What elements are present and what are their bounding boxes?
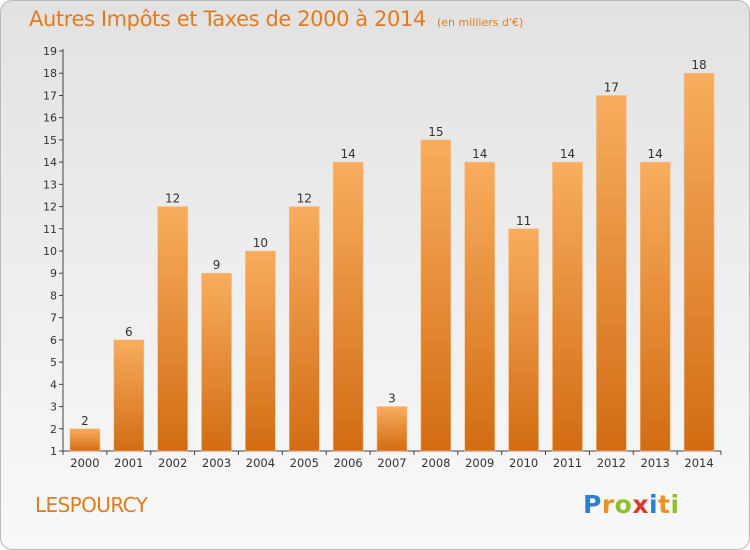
- bar-2006: [332, 161, 364, 452]
- y-tick-label: 13: [43, 178, 57, 191]
- bar-2001: [113, 339, 145, 452]
- data-label-2013: 14: [648, 147, 663, 161]
- chart-title-row: Autres Impôts et Taxes de 2000 à 2014 (e…: [29, 7, 523, 31]
- bar-2009: [464, 161, 496, 452]
- y-tick-label: 9: [50, 267, 57, 280]
- y-tick-label: 18: [43, 67, 57, 80]
- data-label-2000: 2: [81, 414, 89, 428]
- x-tick-label-2003: 2003: [202, 456, 231, 470]
- data-label-2002: 12: [165, 192, 180, 206]
- logo-letter: t: [658, 490, 671, 519]
- x-tick-label-2000: 2000: [70, 456, 99, 470]
- data-label-2004: 10: [253, 236, 268, 250]
- bar-2011: [552, 161, 583, 452]
- y-tick-label: 4: [50, 378, 57, 391]
- data-label-2006: 14: [340, 147, 355, 161]
- bar-2012: [596, 95, 627, 452]
- x-tick-label-2010: 2010: [509, 456, 538, 470]
- bar-2005: [288, 206, 320, 452]
- data-label-2008: 15: [428, 125, 443, 139]
- y-tick-label: 7: [50, 312, 57, 325]
- x-tick-label-2009: 2009: [465, 456, 494, 470]
- data-label-2010: 11: [516, 214, 531, 228]
- y-tick-label: 10: [43, 245, 57, 258]
- logo-letter: P: [583, 490, 602, 519]
- x-tick-label-2001: 2001: [114, 456, 143, 470]
- bar-2000: [69, 428, 101, 452]
- data-label-2011: 14: [560, 147, 575, 161]
- y-tick-label: 2: [50, 423, 57, 436]
- y-tick-label: 15: [43, 134, 57, 147]
- bar-2007: [376, 406, 408, 452]
- y-tick-label: 16: [43, 112, 57, 125]
- logo-letter: x: [632, 490, 649, 519]
- data-label-2001: 6: [125, 325, 133, 339]
- chart-bars: [69, 72, 715, 452]
- x-tick-label-2014: 2014: [684, 456, 713, 470]
- bar-2004: [245, 250, 276, 452]
- x-tick-label-2011: 2011: [553, 456, 582, 470]
- x-tick-label-2002: 2002: [158, 456, 187, 470]
- bar-2008: [420, 139, 452, 452]
- y-tick-label: 3: [50, 401, 57, 414]
- proxiti-logo[interactable]: Proxiti: [583, 490, 680, 519]
- x-tick-label-2008: 2008: [421, 456, 450, 470]
- bar-2002: [157, 206, 188, 452]
- chart-unit-note: (en milliers d'€): [437, 16, 524, 29]
- data-label-2005: 12: [297, 192, 312, 206]
- y-tick-label: 1: [50, 445, 57, 458]
- y-tick-label: 14: [43, 156, 57, 169]
- y-tick-label: 19: [43, 45, 57, 58]
- data-label-2012: 17: [604, 80, 619, 94]
- logo-letter: i: [649, 490, 659, 519]
- place-name: LESPOURCY: [35, 493, 148, 517]
- data-label-2009: 14: [472, 147, 487, 161]
- y-tick-label: 5: [50, 356, 57, 369]
- y-tick-label: 11: [43, 223, 57, 236]
- x-tick-label-2004: 2004: [246, 456, 275, 470]
- y-tick-label: 6: [50, 334, 57, 347]
- data-label-2007: 3: [388, 392, 396, 406]
- x-tick-label-2006: 2006: [333, 456, 362, 470]
- chart-labels: 1234567891011121314151617181922000620011…: [43, 45, 714, 470]
- y-tick-label: 12: [43, 201, 57, 214]
- logo-letter: r: [601, 490, 615, 519]
- bar-2014: [683, 72, 715, 452]
- logo-letter: o: [614, 490, 633, 519]
- y-tick-label: 8: [50, 289, 57, 302]
- bar-2003: [201, 272, 232, 452]
- bar-2013: [639, 161, 671, 452]
- data-label-2014: 18: [691, 58, 706, 72]
- x-tick-label-2013: 2013: [641, 456, 670, 470]
- x-tick-label-2005: 2005: [290, 456, 319, 470]
- bar-2010: [508, 228, 539, 452]
- logo-letter: i: [670, 490, 680, 519]
- x-tick-label-2007: 2007: [377, 456, 406, 470]
- y-tick-label: 17: [43, 89, 57, 102]
- data-label-2003: 9: [213, 258, 221, 272]
- chart-title: Autres Impôts et Taxes de 2000 à 2014: [29, 7, 426, 31]
- x-tick-label-2012: 2012: [597, 456, 626, 470]
